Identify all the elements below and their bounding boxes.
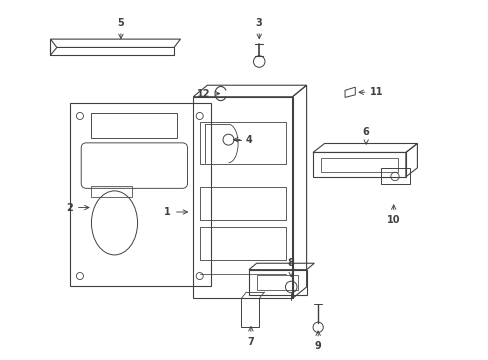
Text: 10: 10 — [386, 205, 400, 225]
Bar — [199, 122, 285, 164]
Text: 1: 1 — [164, 207, 187, 217]
Text: 9: 9 — [314, 331, 321, 351]
Bar — [91, 113, 177, 138]
Text: 7: 7 — [247, 327, 254, 347]
Text: 4: 4 — [233, 135, 252, 145]
Text: 3: 3 — [255, 18, 262, 39]
Bar — [248, 270, 306, 295]
Text: 12: 12 — [197, 89, 219, 99]
Bar — [193, 97, 292, 298]
Bar — [69, 103, 210, 286]
Text: 2: 2 — [66, 203, 89, 212]
Bar — [320, 158, 397, 172]
Bar — [256, 275, 298, 290]
Bar — [312, 153, 405, 177]
Text: 8: 8 — [287, 258, 294, 277]
Bar — [199, 187, 285, 220]
Bar — [199, 227, 285, 260]
Bar — [241, 298, 259, 327]
Text: 5: 5 — [117, 18, 124, 39]
Text: 6: 6 — [362, 127, 369, 144]
Bar — [91, 186, 132, 197]
Bar — [380, 168, 409, 184]
Text: 11: 11 — [358, 87, 383, 97]
